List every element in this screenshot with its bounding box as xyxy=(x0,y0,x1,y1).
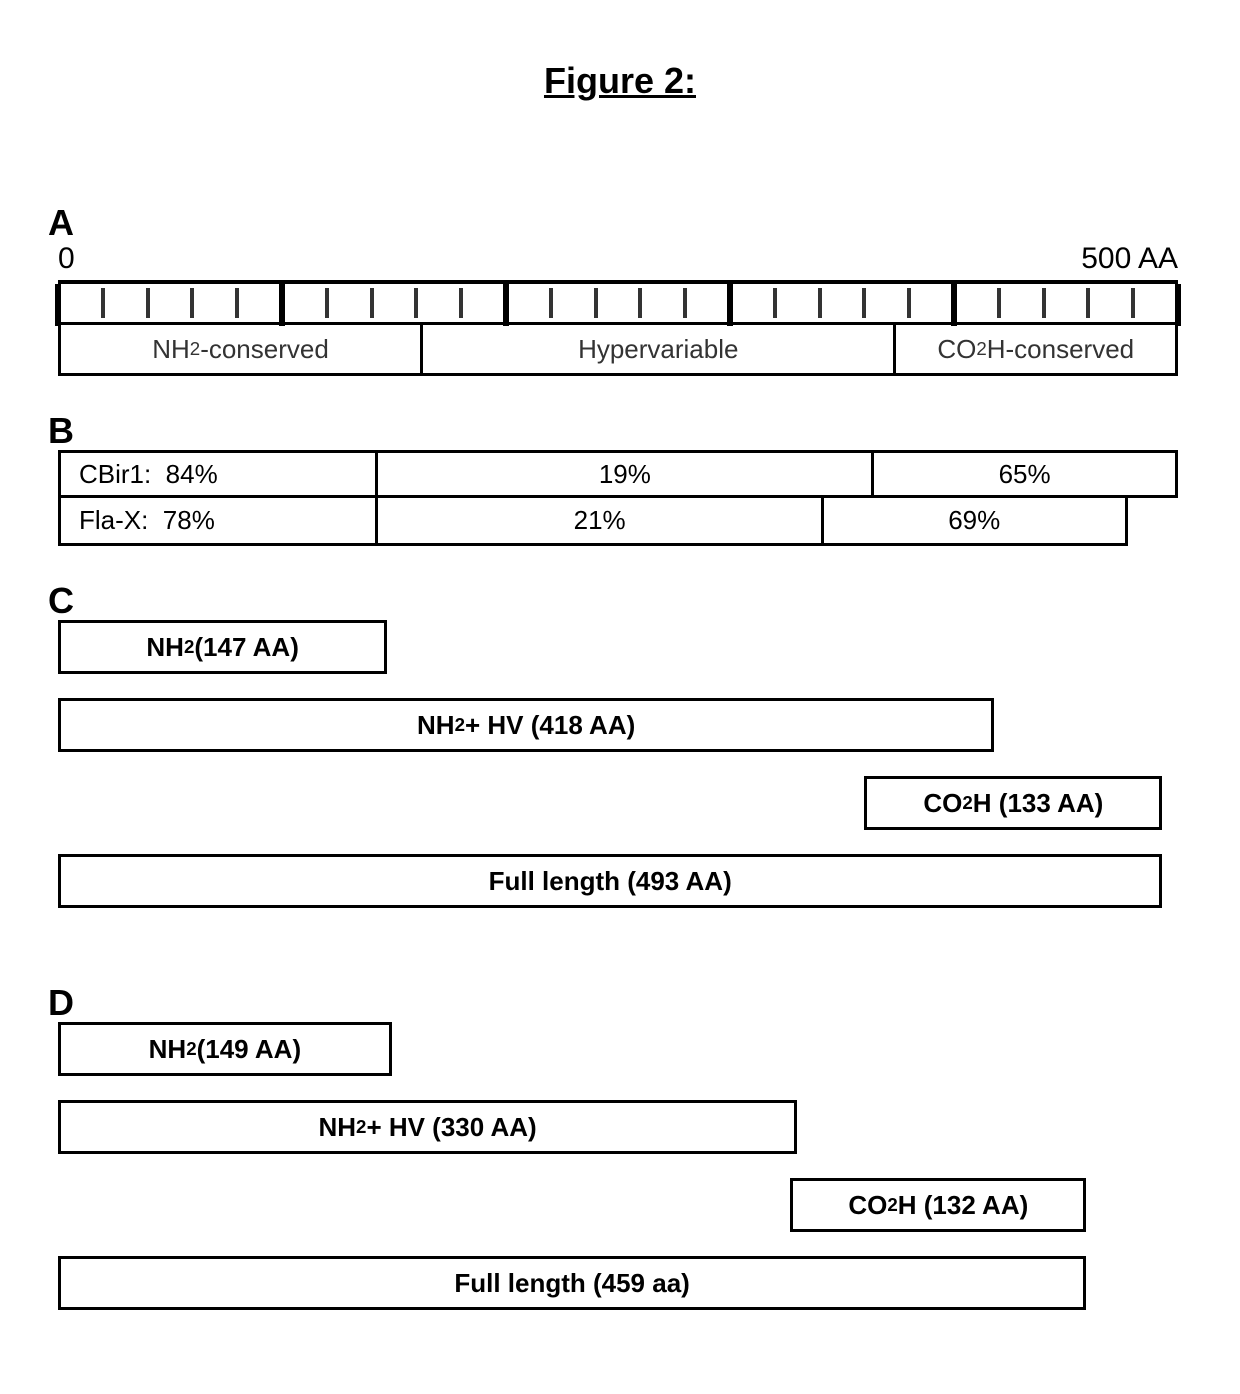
ruler-tick-minor xyxy=(638,288,642,318)
figure-title: Figure 2: xyxy=(48,60,1192,102)
identity-cell: Fla-X: 78% xyxy=(61,498,378,543)
ruler-tick-minor xyxy=(1131,288,1135,318)
fragment-bar: NH2 (147 AA) xyxy=(58,620,387,674)
ruler-tick-minor xyxy=(101,288,105,318)
ruler-tick-minor xyxy=(235,288,239,318)
ruler-tick-minor xyxy=(549,288,553,318)
domain-cell: Hypervariable xyxy=(423,325,896,373)
panel-d-fragments: NH2 (149 AA) NH2 + HV (330 AA) CO2H (132 A… xyxy=(58,1022,1178,1310)
fragment-bar: NH2 + HV (330 AA) xyxy=(58,1100,797,1154)
panel-b-label: B xyxy=(48,410,1192,452)
panel-c-label: C xyxy=(48,580,1192,622)
ruler-tick-major xyxy=(727,284,733,326)
ruler-tick-major xyxy=(1175,284,1181,326)
ruler-tick-minor xyxy=(818,288,822,318)
domain-cell: NH2-conserved xyxy=(61,325,423,373)
fragment-bar: CO2H (133 AA) xyxy=(864,776,1162,830)
ruler-tick-minor xyxy=(907,288,911,318)
identity-cell: 19% xyxy=(378,453,874,495)
panel-a-domain-row: NH2-conservedHypervariableCO2H-conserved xyxy=(58,322,1178,376)
ruler-tick-minor xyxy=(414,288,418,318)
fragment-bar: Full length (459 aa) xyxy=(58,1256,1086,1310)
panel-d-label: D xyxy=(48,982,1192,1024)
ruler-tick-major xyxy=(951,284,957,326)
ruler-tick-minor xyxy=(459,288,463,318)
identity-cell: 21% xyxy=(378,498,823,543)
ruler-tick-minor xyxy=(1086,288,1090,318)
ruler-tick-minor xyxy=(594,288,598,318)
ruler-tick-minor xyxy=(683,288,687,318)
identity-row: Fla-X: 78%21%69% xyxy=(58,498,1128,546)
fragment-bar: Full length (493 AA) xyxy=(58,854,1162,908)
ruler-tick-minor xyxy=(773,288,777,318)
fragment-bar: NH2 (149 AA) xyxy=(58,1022,392,1076)
panel-c-fragments: NH2 (147 AA) NH2 + HV (418 AA) CO2H (133 A… xyxy=(58,620,1178,908)
ruler-tick-minor xyxy=(1042,288,1046,318)
fragment-bar: NH2 + HV (418 AA) xyxy=(58,698,994,752)
ruler-tick-minor xyxy=(997,288,1001,318)
panel-a-ruler: 0 500 AA xyxy=(58,242,1178,322)
ruler-tick-minor xyxy=(862,288,866,318)
identity-cell: CBir1: 84% xyxy=(61,453,378,495)
ruler-tick-major xyxy=(503,284,509,326)
ruler-tick-minor xyxy=(325,288,329,318)
identity-row: CBir1: 84%19%65% xyxy=(58,450,1178,498)
ruler-start-label: 0 xyxy=(58,242,75,276)
ruler-end-label: 500 AA xyxy=(1081,242,1178,276)
ruler-tick-minor xyxy=(146,288,150,318)
identity-cell: 65% xyxy=(874,453,1175,495)
identity-cell: 69% xyxy=(824,498,1125,543)
ruler-tick-major xyxy=(279,284,285,326)
domain-cell: CO2H-conserved xyxy=(896,325,1175,373)
fragment-bar: CO2H (132 AA) xyxy=(790,1178,1086,1232)
panel-b-identity-table: CBir1: 84%19%65%Fla-X: 78%21%69% xyxy=(58,450,1178,546)
ruler-tick-major xyxy=(55,284,61,326)
ruler-tick-minor xyxy=(370,288,374,318)
panel-a-label: A xyxy=(48,202,1192,244)
ruler-tick-minor xyxy=(190,288,194,318)
